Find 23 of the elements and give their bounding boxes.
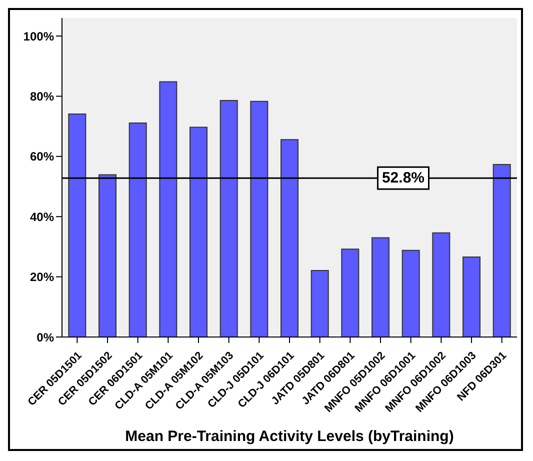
y-tick-label: 60% bbox=[30, 150, 54, 164]
bar bbox=[341, 248, 360, 337]
bar bbox=[190, 126, 208, 337]
bar bbox=[402, 250, 420, 337]
bar bbox=[462, 256, 481, 337]
y-tick-label: 100% bbox=[23, 29, 54, 44]
bar bbox=[280, 139, 299, 337]
y-tick-label: 80% bbox=[30, 90, 54, 104]
bar bbox=[98, 174, 117, 337]
bar bbox=[159, 81, 178, 337]
x-axis-title: Mean Pre-Training Activity Levels (byTraining) bbox=[125, 428, 454, 445]
bar bbox=[128, 122, 147, 337]
y-tick-label: 20% bbox=[30, 270, 54, 284]
ref-line-label: 52.8% bbox=[382, 170, 425, 187]
bar bbox=[68, 114, 86, 337]
bar bbox=[492, 164, 511, 337]
bar bbox=[372, 237, 390, 337]
bar bbox=[310, 270, 329, 337]
y-tick-label: 40% bbox=[30, 210, 54, 224]
bar bbox=[220, 100, 238, 337]
bar bbox=[432, 232, 450, 337]
bar bbox=[250, 100, 268, 337]
y-tick-label: 0% bbox=[36, 330, 54, 344]
